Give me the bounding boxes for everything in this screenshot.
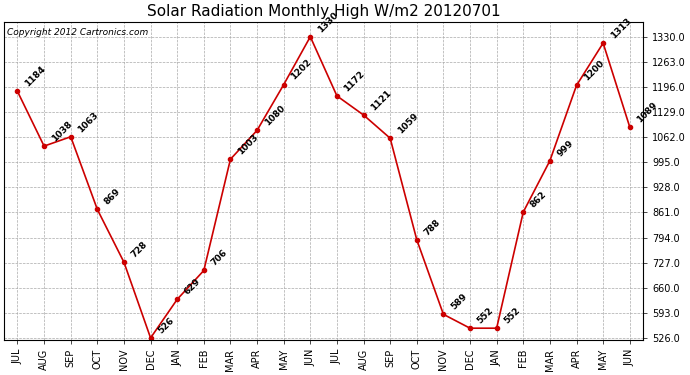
Text: 552: 552 [502,306,522,326]
Text: 1200: 1200 [582,59,606,82]
Text: 1313: 1313 [609,16,633,40]
Text: 1184: 1184 [23,64,47,88]
Text: 788: 788 [422,217,442,237]
Title: Solar Radiation Monthly High W/m2 20120701: Solar Radiation Monthly High W/m2 201207… [147,4,500,19]
Text: 552: 552 [475,306,495,326]
Text: 869: 869 [103,187,123,207]
Text: 589: 589 [449,292,469,312]
Text: 1038: 1038 [50,119,74,143]
Text: 1172: 1172 [342,69,366,93]
Text: Copyright 2012 Cartronics.com: Copyright 2012 Cartronics.com [8,28,148,37]
Text: 1003: 1003 [236,133,260,156]
Text: 1202: 1202 [289,58,313,82]
Text: 1089: 1089 [635,100,660,124]
Text: 999: 999 [555,138,575,158]
Text: 526: 526 [156,315,176,335]
Text: 728: 728 [130,240,149,260]
Text: 1330: 1330 [316,10,339,34]
Text: 629: 629 [183,277,202,297]
Text: 1080: 1080 [263,104,286,128]
Text: 1059: 1059 [396,111,420,135]
Text: 1063: 1063 [77,110,100,134]
Text: 1121: 1121 [369,88,393,112]
Text: 862: 862 [529,190,549,209]
Text: 706: 706 [209,248,229,268]
